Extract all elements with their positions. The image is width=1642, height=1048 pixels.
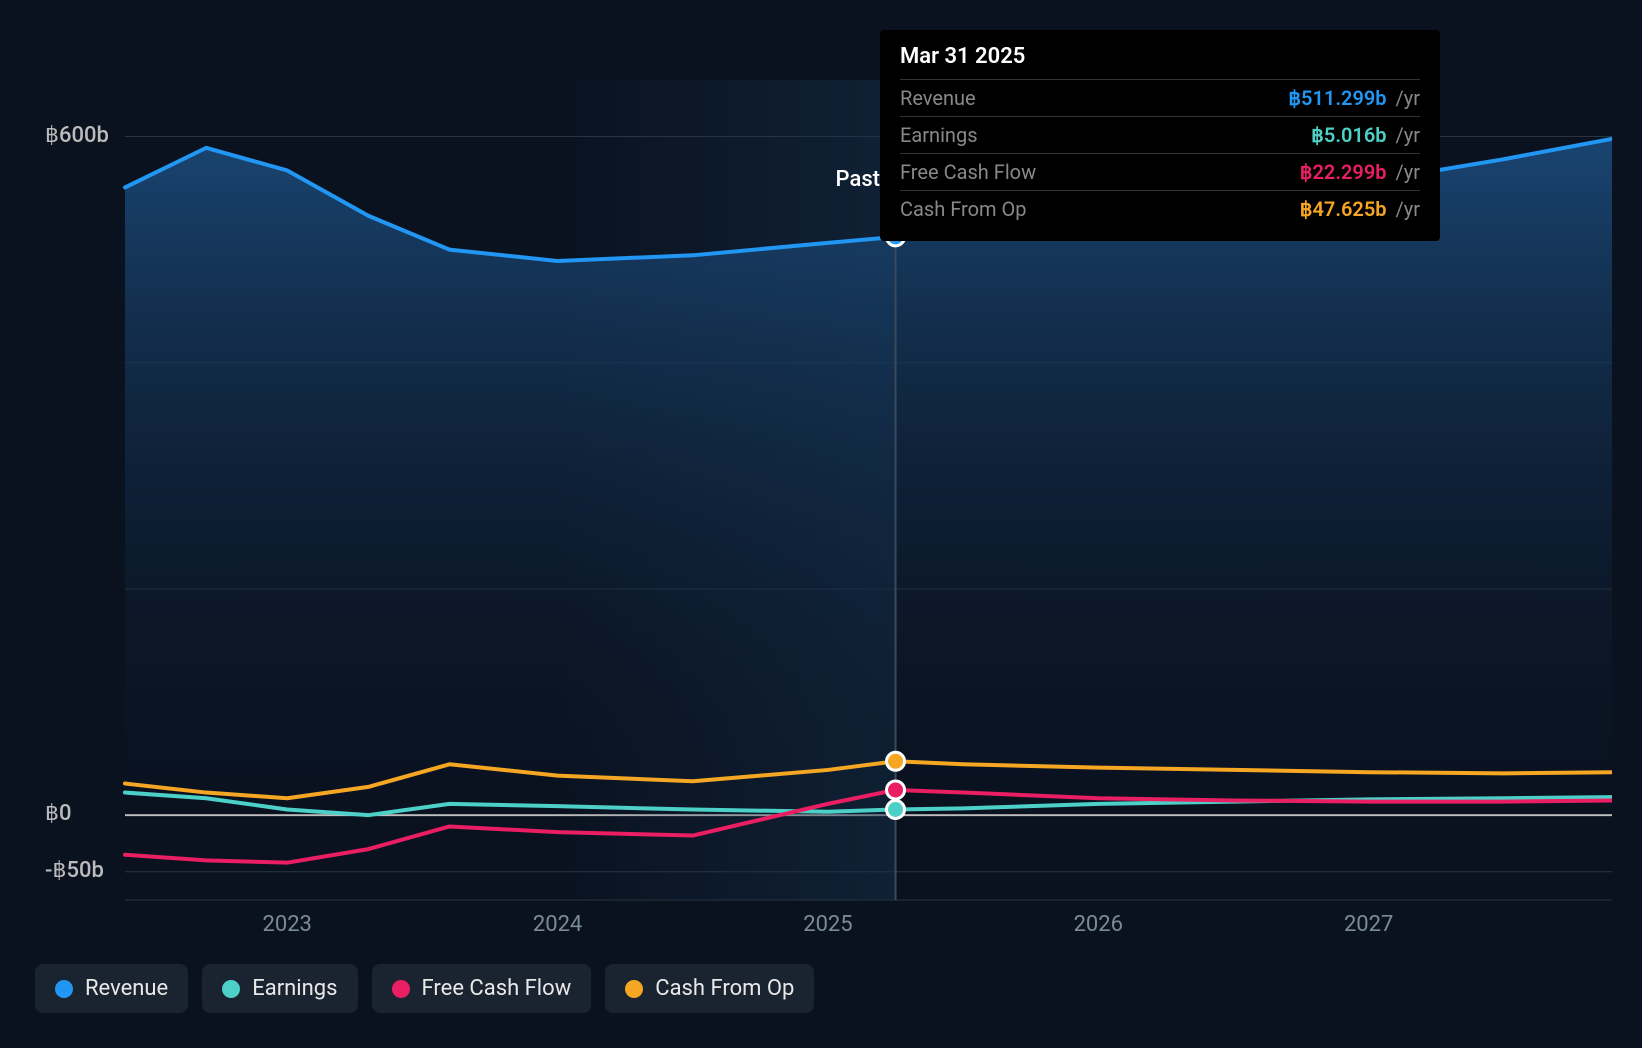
tooltip-row-value: ฿22.299b /yr [1300, 160, 1420, 184]
tooltip-row-label: Free Cash Flow [900, 160, 1036, 184]
tooltip-row-label: Cash From Op [900, 197, 1026, 221]
tooltip-row-value: ฿511.299b /yr [1288, 86, 1420, 110]
legend-dot-icon [55, 980, 73, 998]
tooltip-row: Free Cash Flow ฿22.299b /yr [900, 153, 1420, 190]
legend-item-label: Earnings [252, 976, 337, 1001]
legend-item-label: Cash From Op [655, 976, 794, 1001]
legend: Revenue Earnings Free Cash Flow Cash From O… [35, 964, 814, 1013]
tooltip-row: Earnings ฿5.016b /yr [900, 116, 1420, 153]
x-axis-tick-label: 2026 [1074, 912, 1123, 937]
legend-item-revenue[interactable]: Revenue [35, 964, 188, 1013]
tooltip-row-label: Revenue [900, 86, 976, 110]
tooltip: Mar 31 2025 Revenue ฿511.299b /yr Earnings… [880, 30, 1440, 241]
legend-item-free_cash_flow[interactable]: Free Cash Flow [372, 964, 592, 1013]
y-axis-tick-label: ฿600b [45, 123, 109, 148]
tooltip-row-value: ฿47.625b /yr [1300, 197, 1420, 221]
legend-dot-icon [392, 980, 410, 998]
x-axis-tick-label: 2025 [803, 912, 852, 937]
legend-item-cash_from_op[interactable]: Cash From Op [605, 964, 814, 1013]
y-axis-tick-label: ฿0 [45, 801, 72, 826]
x-axis-tick-label: 2024 [533, 912, 582, 937]
tooltip-row: Revenue ฿511.299b /yr [900, 79, 1420, 116]
legend-item-label: Revenue [85, 976, 168, 1001]
legend-item-label: Free Cash Flow [422, 976, 572, 1001]
x-axis-tick-label: 2027 [1344, 912, 1393, 937]
legend-dot-icon [222, 980, 240, 998]
y-axis-tick-label: -฿50b [45, 858, 104, 883]
tooltip-date: Mar 31 2025 [900, 44, 1420, 79]
past-label: Past [836, 167, 880, 192]
tooltip-row-value: ฿5.016b /yr [1311, 123, 1420, 147]
tooltip-row-label: Earnings [900, 123, 978, 147]
legend-item-earnings[interactable]: Earnings [202, 964, 357, 1013]
tooltip-row: Cash From Op ฿47.625b /yr [900, 190, 1420, 227]
x-axis-tick-label: 2023 [262, 912, 311, 937]
legend-dot-icon [625, 980, 643, 998]
